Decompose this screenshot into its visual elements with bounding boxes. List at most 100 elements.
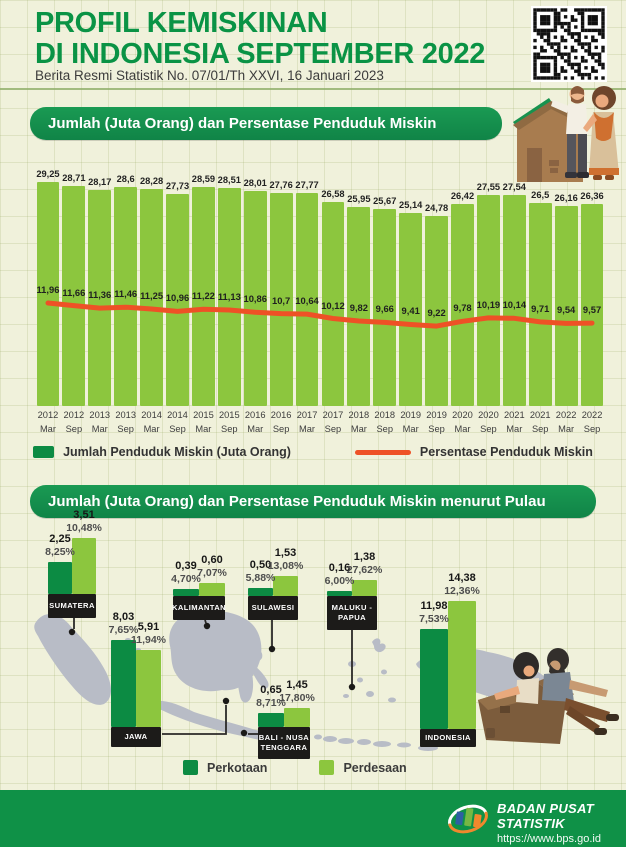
connector-jawa (162, 705, 227, 735)
tick-month: Sep (65, 423, 83, 434)
legend-square-swatch (33, 446, 55, 458)
x-tick: 2017 Sep (320, 409, 346, 437)
section1-banner: Jumlah (Juta Orang) dan Persentase Pendu… (30, 107, 502, 140)
x-tick: 2016 Sep (268, 409, 294, 437)
rural-bar-sulawesi (273, 576, 298, 596)
x-tick: 2013 Sep (113, 409, 139, 437)
connector-dot-kalimantan (203, 622, 211, 630)
bar-value-label: 27,76 (269, 180, 293, 191)
legend-item-jumlah: Jumlah Penduduk Miskin (Juta Orang) (33, 445, 291, 459)
trend-x-axis: 2012 Mar 2012 Sep 2013 Mar 2013 Sep 2014 Mar 2014 S… (35, 409, 605, 439)
island-label-line: KALIMANTAN (171, 603, 227, 613)
bar-value-label: 25,95 (347, 194, 371, 205)
bps-logo (448, 804, 488, 834)
urban-pct-indonesia: 7,53% (419, 613, 449, 625)
line-value-label: 11,36 (88, 289, 112, 301)
perkotaan-swatch (183, 760, 198, 775)
bar-value-label: 28,59 (191, 174, 216, 185)
line-value-label: 11,46 (114, 288, 138, 300)
x-tick: 2018 Sep (372, 409, 398, 437)
rural-value-maluku-papua: 1,38 (353, 551, 376, 563)
x-tick: 2020 Mar (450, 409, 476, 437)
line-value-label: 9,71 (531, 302, 550, 314)
bar-2020-sep (476, 194, 500, 406)
illustration-couple-cardboard-house (513, 86, 619, 182)
bar-2013-mar (88, 190, 112, 406)
x-tick: 2018 Mar (346, 409, 372, 437)
x-tick: 2022 Sep (579, 409, 605, 437)
bar-value-label: 26,42 (450, 190, 475, 201)
island-label-sumatera: SUMATERA (48, 594, 96, 618)
line-value-label: 10,96 (165, 292, 190, 304)
bar-value-label: 28,6 (116, 173, 135, 184)
bar-value-label: 24,78 (424, 203, 449, 214)
rural-bar-indonesia (448, 601, 476, 729)
island-label-line: BALI - NUSA (258, 733, 310, 743)
tick-month: Mar (350, 423, 367, 434)
island-label-line: SULAWESI (251, 603, 295, 613)
bar-2013-sep (114, 186, 138, 406)
x-tick: 2019 Sep (424, 409, 450, 437)
legend-label-persentase: Persentase Penduduk Miskin (419, 445, 593, 459)
x-tick: 2020 Sep (475, 409, 501, 437)
island-bars-layer: SUMATERA 2,25 8,25% 3,51 10,48% KALIMANTAN 0,3… (0, 509, 626, 790)
rural-pct-maluku-papua: 27,62% (346, 564, 383, 576)
x-tick: 2014 Mar (139, 409, 165, 437)
rural-value-sulawesi: 1,53 (274, 547, 297, 559)
line-value-label: 9,66 (375, 303, 394, 315)
legend-line-swatch (354, 449, 411, 455)
tick-year: 2012 (37, 410, 59, 420)
tick-year: 2020 (452, 410, 473, 420)
chart1-legend: Jumlah Penduduk Miskin (Juta Orang) Pers… (0, 445, 626, 459)
tick-month: Sep (324, 423, 342, 434)
urban-value-bali-nusa-tenggara: 0,65 (260, 684, 282, 696)
urban-value-sulawesi: 0,50 (249, 559, 272, 571)
island-label-line: JAWA (124, 732, 148, 742)
tick-month: Sep (117, 423, 134, 434)
x-tick: 2012 Mar (35, 409, 61, 437)
subtitle: Berita Resmi Statistik No. 07/01/Th XXVI… (35, 68, 384, 83)
rural-value-bali-nusa-tenggara: 1,45 (286, 679, 308, 691)
urban-pct-kalimantan: 4,70% (171, 573, 201, 585)
tick-month: Mar (402, 423, 419, 434)
connector-dot-maluku-papua (348, 683, 356, 691)
tick-year: 2015 (193, 410, 214, 420)
bar-value-label: 26,36 (580, 191, 604, 202)
tick-month: Mar (247, 423, 264, 434)
bar-value-label: 25,67 (373, 196, 397, 207)
rural-bar-jawa (136, 650, 161, 727)
perdesaan-swatch (319, 760, 335, 775)
connector-dot-jawa (222, 697, 230, 705)
bar-2016-sep (269, 193, 293, 406)
urban-bar-bali-nusa-tenggara (258, 713, 284, 727)
urban-value-maluku-papua: 0,16 (328, 562, 351, 574)
footer-url[interactable]: https://www.bps.go.id (497, 833, 601, 845)
urban-bar-sumatera (48, 562, 72, 594)
rural-bar-sumatera (72, 538, 96, 594)
island-label-indonesia: INDONESIA (420, 729, 476, 747)
tick-year: 2020 (478, 410, 499, 420)
line-value-label: 10,7 (272, 294, 291, 306)
line-value-label: 11,25 (140, 290, 164, 301)
line-value-label: 9,22 (427, 307, 446, 319)
legend-item-persentase: Persentase Penduduk Miskin (354, 445, 593, 459)
title-line-1: PROFIL KEMISKINAN (35, 7, 328, 39)
line-value-label: 11,96 (36, 284, 60, 296)
tick-year: 2018 (374, 410, 396, 420)
urban-value-kalimantan: 0,39 (175, 560, 197, 572)
tick-year: 2021 (503, 410, 525, 420)
rural-value-sumatera: 3,51 (73, 509, 95, 521)
urban-bar-indonesia (420, 629, 448, 729)
bar-value-label: 26,58 (321, 189, 345, 200)
tick-year: 2016 (244, 410, 266, 420)
x-tick: 2014 Sep (165, 409, 191, 437)
island-label-line: MALUKU - (331, 603, 373, 613)
header-divider (0, 88, 626, 90)
x-tick: 2021 Mar (501, 409, 527, 437)
bar-2015-sep (217, 187, 241, 406)
section2-banner: Jumlah (Juta Orang) dan Persentase Pendu… (30, 485, 596, 518)
line-value-label: 11,22 (191, 290, 215, 302)
bar-2017-mar (295, 193, 319, 406)
bar-value-label: 26,5 (531, 190, 550, 201)
